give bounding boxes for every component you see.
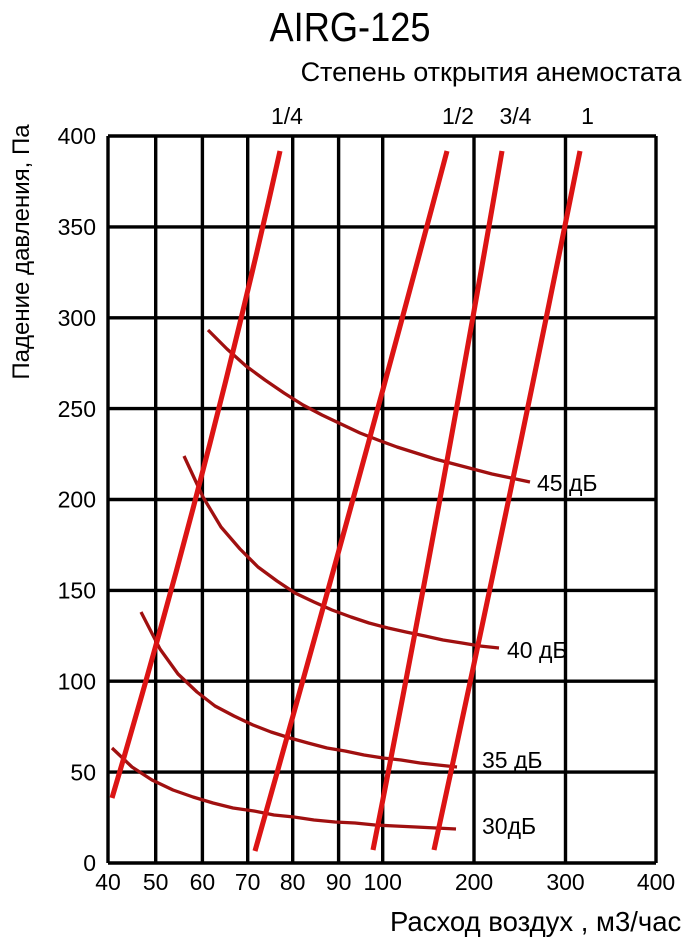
svg-text:100: 100 xyxy=(364,869,402,895)
svg-text:50: 50 xyxy=(143,869,169,895)
svg-text:150: 150 xyxy=(58,578,96,604)
svg-text:1/2: 1/2 xyxy=(442,103,474,129)
svg-text:50: 50 xyxy=(70,759,96,785)
svg-text:250: 250 xyxy=(58,396,96,422)
svg-text:300: 300 xyxy=(546,869,584,895)
svg-text:400: 400 xyxy=(637,869,675,895)
svg-text:1: 1 xyxy=(581,103,594,129)
svg-text:35 дБ: 35 дБ xyxy=(482,747,543,773)
svg-text:0: 0 xyxy=(83,850,96,876)
svg-text:200: 200 xyxy=(58,487,96,513)
svg-text:Расход воздух , м3/час: Расход воздух , м3/час xyxy=(390,906,682,937)
svg-text:60: 60 xyxy=(190,869,216,895)
svg-text:40: 40 xyxy=(95,869,121,895)
svg-text:350: 350 xyxy=(58,214,96,240)
svg-text:80: 80 xyxy=(280,869,306,895)
svg-text:Степень открытия анемостата: Степень открытия анемостата xyxy=(301,57,683,87)
svg-text:70: 70 xyxy=(235,869,261,895)
svg-text:30дБ: 30дБ xyxy=(482,813,536,839)
svg-text:100: 100 xyxy=(58,668,96,694)
svg-text:AIRG-125: AIRG-125 xyxy=(270,4,431,50)
svg-text:1/4: 1/4 xyxy=(271,103,303,129)
svg-text:3/4: 3/4 xyxy=(500,103,532,129)
svg-text:200: 200 xyxy=(455,869,493,895)
svg-text:45 дБ: 45 дБ xyxy=(537,470,598,496)
svg-text:40 дБ: 40 дБ xyxy=(507,637,568,663)
svg-text:90: 90 xyxy=(326,869,352,895)
svg-text:300: 300 xyxy=(58,305,96,331)
svg-text:400: 400 xyxy=(58,123,96,149)
svg-text:Падение давления, Па: Падение давления, Па xyxy=(8,124,35,380)
